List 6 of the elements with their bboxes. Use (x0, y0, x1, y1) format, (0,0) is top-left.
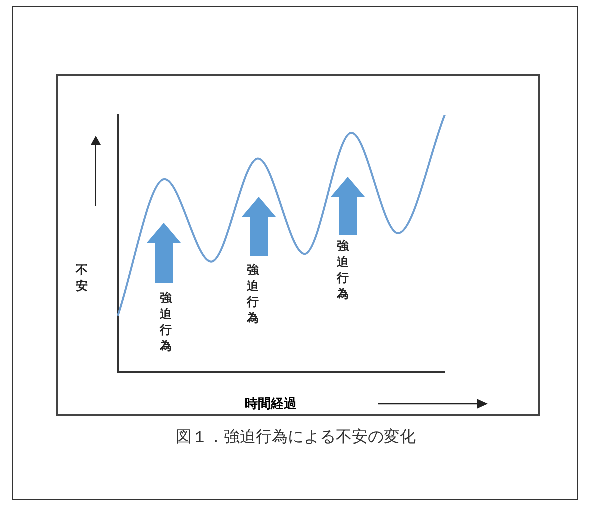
annotation: 強迫行為 (337, 238, 349, 302)
text: 図１．強迫行為による不安の変化 (175, 427, 417, 448)
x-axis-title: 時間経過 (245, 396, 297, 413)
annotation: 強迫行為 (160, 290, 172, 354)
y-axis-title: 不安 (76, 262, 88, 294)
annotation: 強迫行為 (247, 262, 259, 326)
